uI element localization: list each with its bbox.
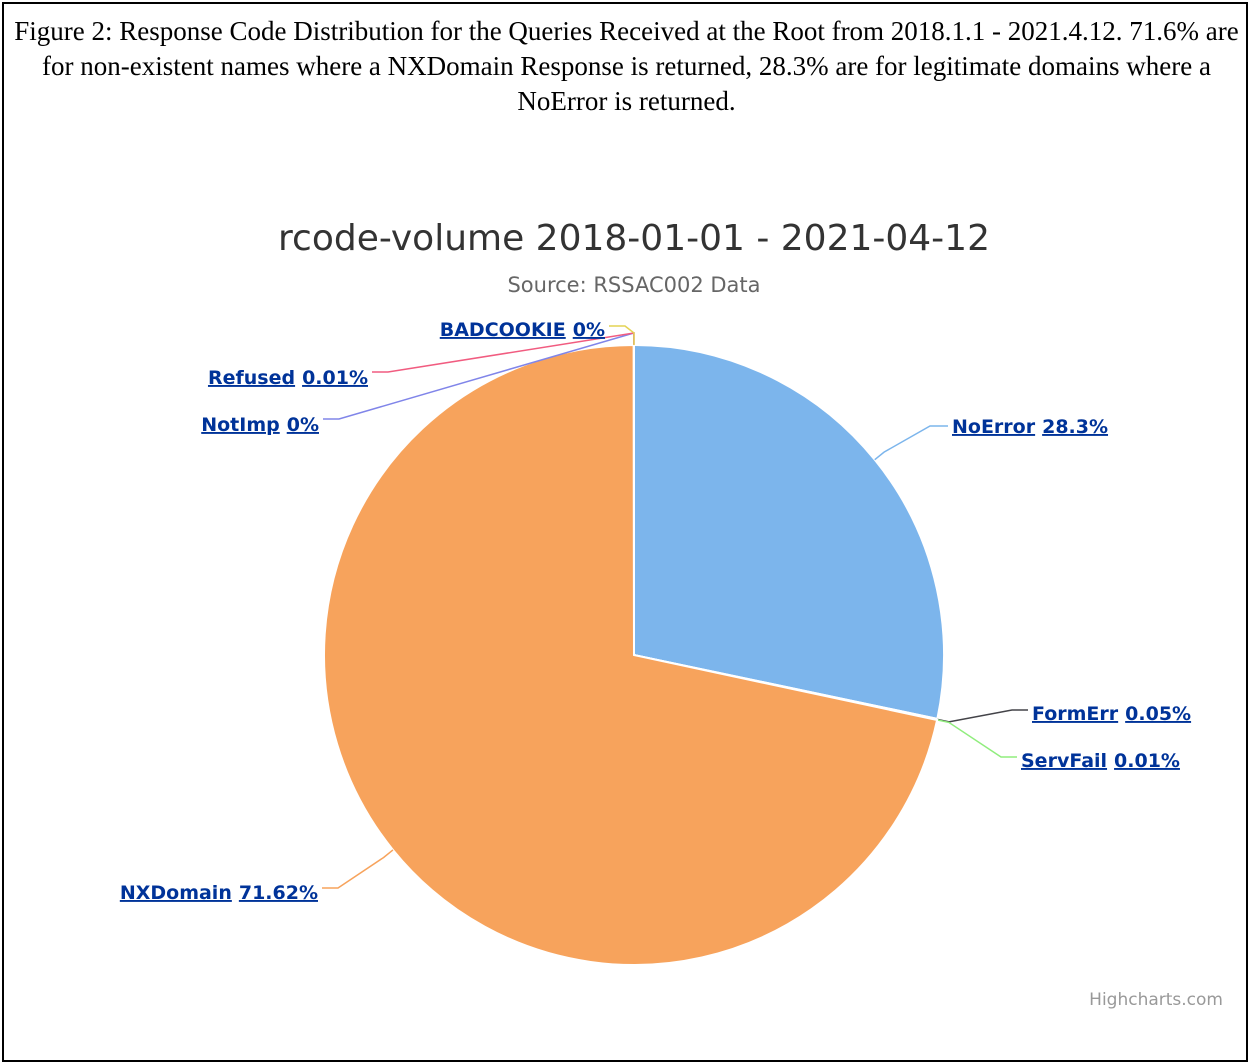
label-value: 0.01%	[302, 367, 368, 389]
label-value: 0%	[573, 319, 605, 341]
data-label: NXDomain 71.62%	[120, 882, 318, 904]
pie-slice	[634, 345, 944, 719]
label-name: Refused	[208, 367, 295, 389]
chart-subtitle: Source: RSSAC002 Data	[507, 273, 760, 297]
label-name: BADCOOKIE	[440, 319, 566, 341]
data-label: ServFail 0.01%	[1021, 750, 1180, 772]
chart-title: rcode-volume 2018-01-01 - 2021-04-12	[278, 218, 990, 259]
label-name: FormErr	[1032, 703, 1119, 725]
data-label: NoError 28.3%	[952, 416, 1108, 438]
connector	[322, 850, 393, 888]
data-label: Refused 0.01%	[208, 367, 368, 389]
label-value: 28.3%	[1042, 416, 1108, 438]
connector	[937, 710, 1028, 722]
label-name: ServFail	[1021, 750, 1107, 772]
label-name: NoError	[952, 416, 1036, 438]
credits: Highcharts.com	[1089, 990, 1223, 1010]
label-name: NXDomain	[120, 882, 232, 904]
label-name: NotImp	[201, 414, 280, 436]
data-label: BADCOOKIE 0%	[440, 319, 605, 341]
label-value: 0.05%	[1125, 703, 1191, 725]
data-label: FormErr 0.05%	[1032, 703, 1191, 725]
connector	[875, 426, 948, 460]
label-value: 71.62%	[239, 882, 318, 904]
label-value: 0%	[287, 414, 319, 436]
connector	[937, 720, 1017, 757]
label-value: 0.01%	[1114, 750, 1180, 772]
data-label: NotImp 0%	[201, 414, 319, 436]
